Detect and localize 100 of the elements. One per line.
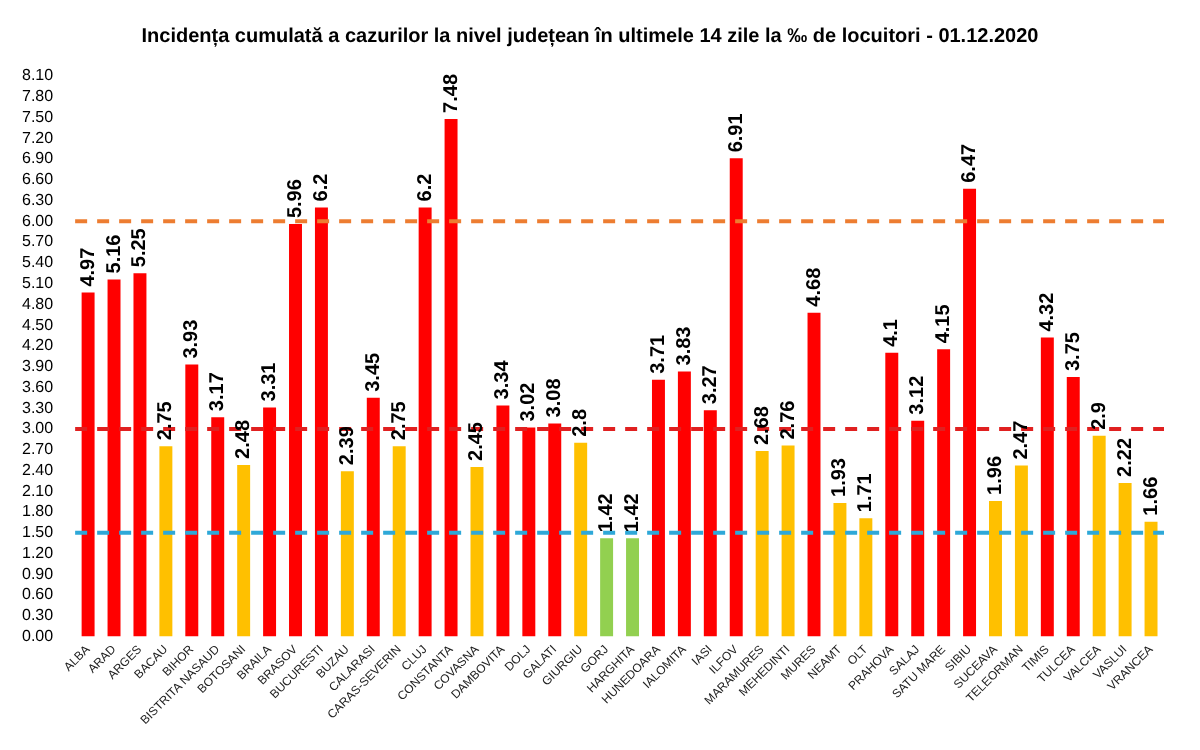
y-tick-label: 0.00 — [21, 626, 55, 645]
bar — [937, 349, 951, 637]
data-label: 3.08 — [544, 377, 567, 418]
data-label: 1.42 — [622, 492, 645, 533]
data-label: 2.8 — [570, 408, 593, 437]
bar — [237, 464, 251, 637]
data-label: 4.1 — [881, 318, 904, 347]
data-label: 6.2 — [414, 172, 437, 202]
y-tick-label: 2.40 — [21, 460, 55, 479]
y-tick-label: 3.60 — [21, 377, 55, 396]
bar — [392, 446, 406, 637]
bar — [1040, 337, 1054, 637]
y-tick-label: 7.20 — [21, 128, 55, 147]
y-tick-label: 6.90 — [21, 149, 55, 168]
y-tick-label: 0.60 — [21, 585, 55, 604]
y-tick-label: 0.30 — [21, 606, 55, 625]
y-tick-label: 8.10 — [21, 66, 55, 85]
y-tick-label: 5.40 — [21, 253, 55, 272]
data-label: 1.96 — [984, 455, 1007, 495]
y-tick-label: 1.50 — [21, 523, 55, 542]
data-label: 2.9 — [1088, 401, 1111, 430]
bar — [314, 207, 328, 637]
data-label: 1.42 — [596, 492, 619, 533]
y-tick-label: 5.70 — [21, 232, 55, 251]
y-tick-label: 6.60 — [21, 170, 55, 189]
bar — [1092, 435, 1106, 637]
bar — [1118, 482, 1132, 637]
data-label: 2.75 — [155, 400, 178, 441]
y-tick-label: 3.90 — [21, 357, 55, 376]
bar — [263, 407, 277, 637]
data-label: 6.47 — [959, 143, 982, 183]
bar — [755, 451, 769, 637]
bar — [885, 352, 899, 637]
data-label: 3.27 — [699, 364, 722, 405]
bar — [1066, 377, 1080, 637]
bar — [729, 158, 743, 637]
data-label: 3.34 — [492, 359, 515, 400]
bar — [574, 442, 588, 637]
data-label: 3.31 — [259, 361, 282, 402]
data-label: 1.66 — [1140, 475, 1163, 516]
data-label: 2.76 — [777, 399, 800, 440]
data-label: 3.75 — [1062, 331, 1085, 372]
data-label: 3.45 — [362, 351, 385, 392]
bar — [703, 410, 717, 637]
y-tick-label: 0.90 — [21, 564, 55, 583]
y-tick-label: 4.50 — [21, 315, 55, 334]
y-tick-label: 3.00 — [21, 419, 55, 438]
data-label: 1.93 — [829, 457, 852, 497]
data-label: 3.71 — [647, 334, 670, 374]
bar — [677, 371, 691, 637]
data-label: 4.68 — [803, 266, 826, 307]
bar — [418, 207, 432, 637]
data-label: 7.48 — [440, 73, 463, 113]
bar — [444, 118, 458, 637]
data-label: 2.39 — [336, 425, 359, 466]
data-label: 2.22 — [1114, 437, 1137, 477]
data-label: 2.47 — [1010, 419, 1033, 460]
bar — [340, 471, 354, 637]
bar — [289, 224, 302, 637]
data-label: 4.32 — [1036, 291, 1059, 332]
data-label: 5.25 — [129, 227, 152, 268]
data-label: 2.75 — [388, 400, 411, 441]
data-label: 1.71 — [855, 472, 878, 513]
data-label: 5.16 — [103, 233, 126, 274]
bar — [211, 417, 225, 637]
bar — [366, 397, 380, 637]
bar — [600, 538, 614, 637]
y-tick-label: 1.20 — [21, 543, 55, 562]
bar — [548, 423, 562, 637]
y-tick-label: 5.10 — [21, 274, 55, 293]
bar — [470, 466, 484, 637]
bar — [911, 420, 925, 637]
y-tick-label: 7.80 — [21, 87, 55, 106]
data-label: 3.93 — [181, 318, 204, 359]
data-label: 2.45 — [466, 421, 489, 461]
data-label: 6.2 — [310, 172, 333, 202]
y-tick-label: 7.50 — [21, 107, 55, 126]
bar — [496, 405, 510, 637]
bar — [1144, 521, 1158, 637]
bar — [522, 427, 536, 637]
bar — [133, 273, 147, 637]
y-tick-label: 2.70 — [21, 440, 55, 459]
data-label: 5.96 — [285, 178, 308, 219]
y-tick-label: 6.00 — [21, 211, 55, 230]
data-label: 6.91 — [725, 112, 748, 153]
data-label: 3.12 — [907, 374, 930, 415]
data-label: 3.17 — [207, 371, 230, 412]
chart-title: Incidența cumulată a cazurilor la nivel județean în ultimele 14 zile la ‰ de locuitori - 01.12.2020 — [141, 25, 1040, 48]
y-tick-label: 3.30 — [21, 398, 55, 417]
data-label: 2.48 — [233, 419, 256, 459]
data-label: 4.97 — [77, 246, 100, 287]
data-label: 2.68 — [751, 405, 774, 446]
bar — [81, 292, 95, 637]
bar — [626, 538, 640, 637]
bar — [781, 445, 795, 637]
y-tick-label: 2.10 — [21, 481, 55, 500]
data-label: 3.02 — [518, 381, 541, 422]
y-tick-label: 4.20 — [21, 336, 55, 355]
bar — [1014, 465, 1028, 637]
y-tick-label: 4.80 — [21, 294, 55, 313]
